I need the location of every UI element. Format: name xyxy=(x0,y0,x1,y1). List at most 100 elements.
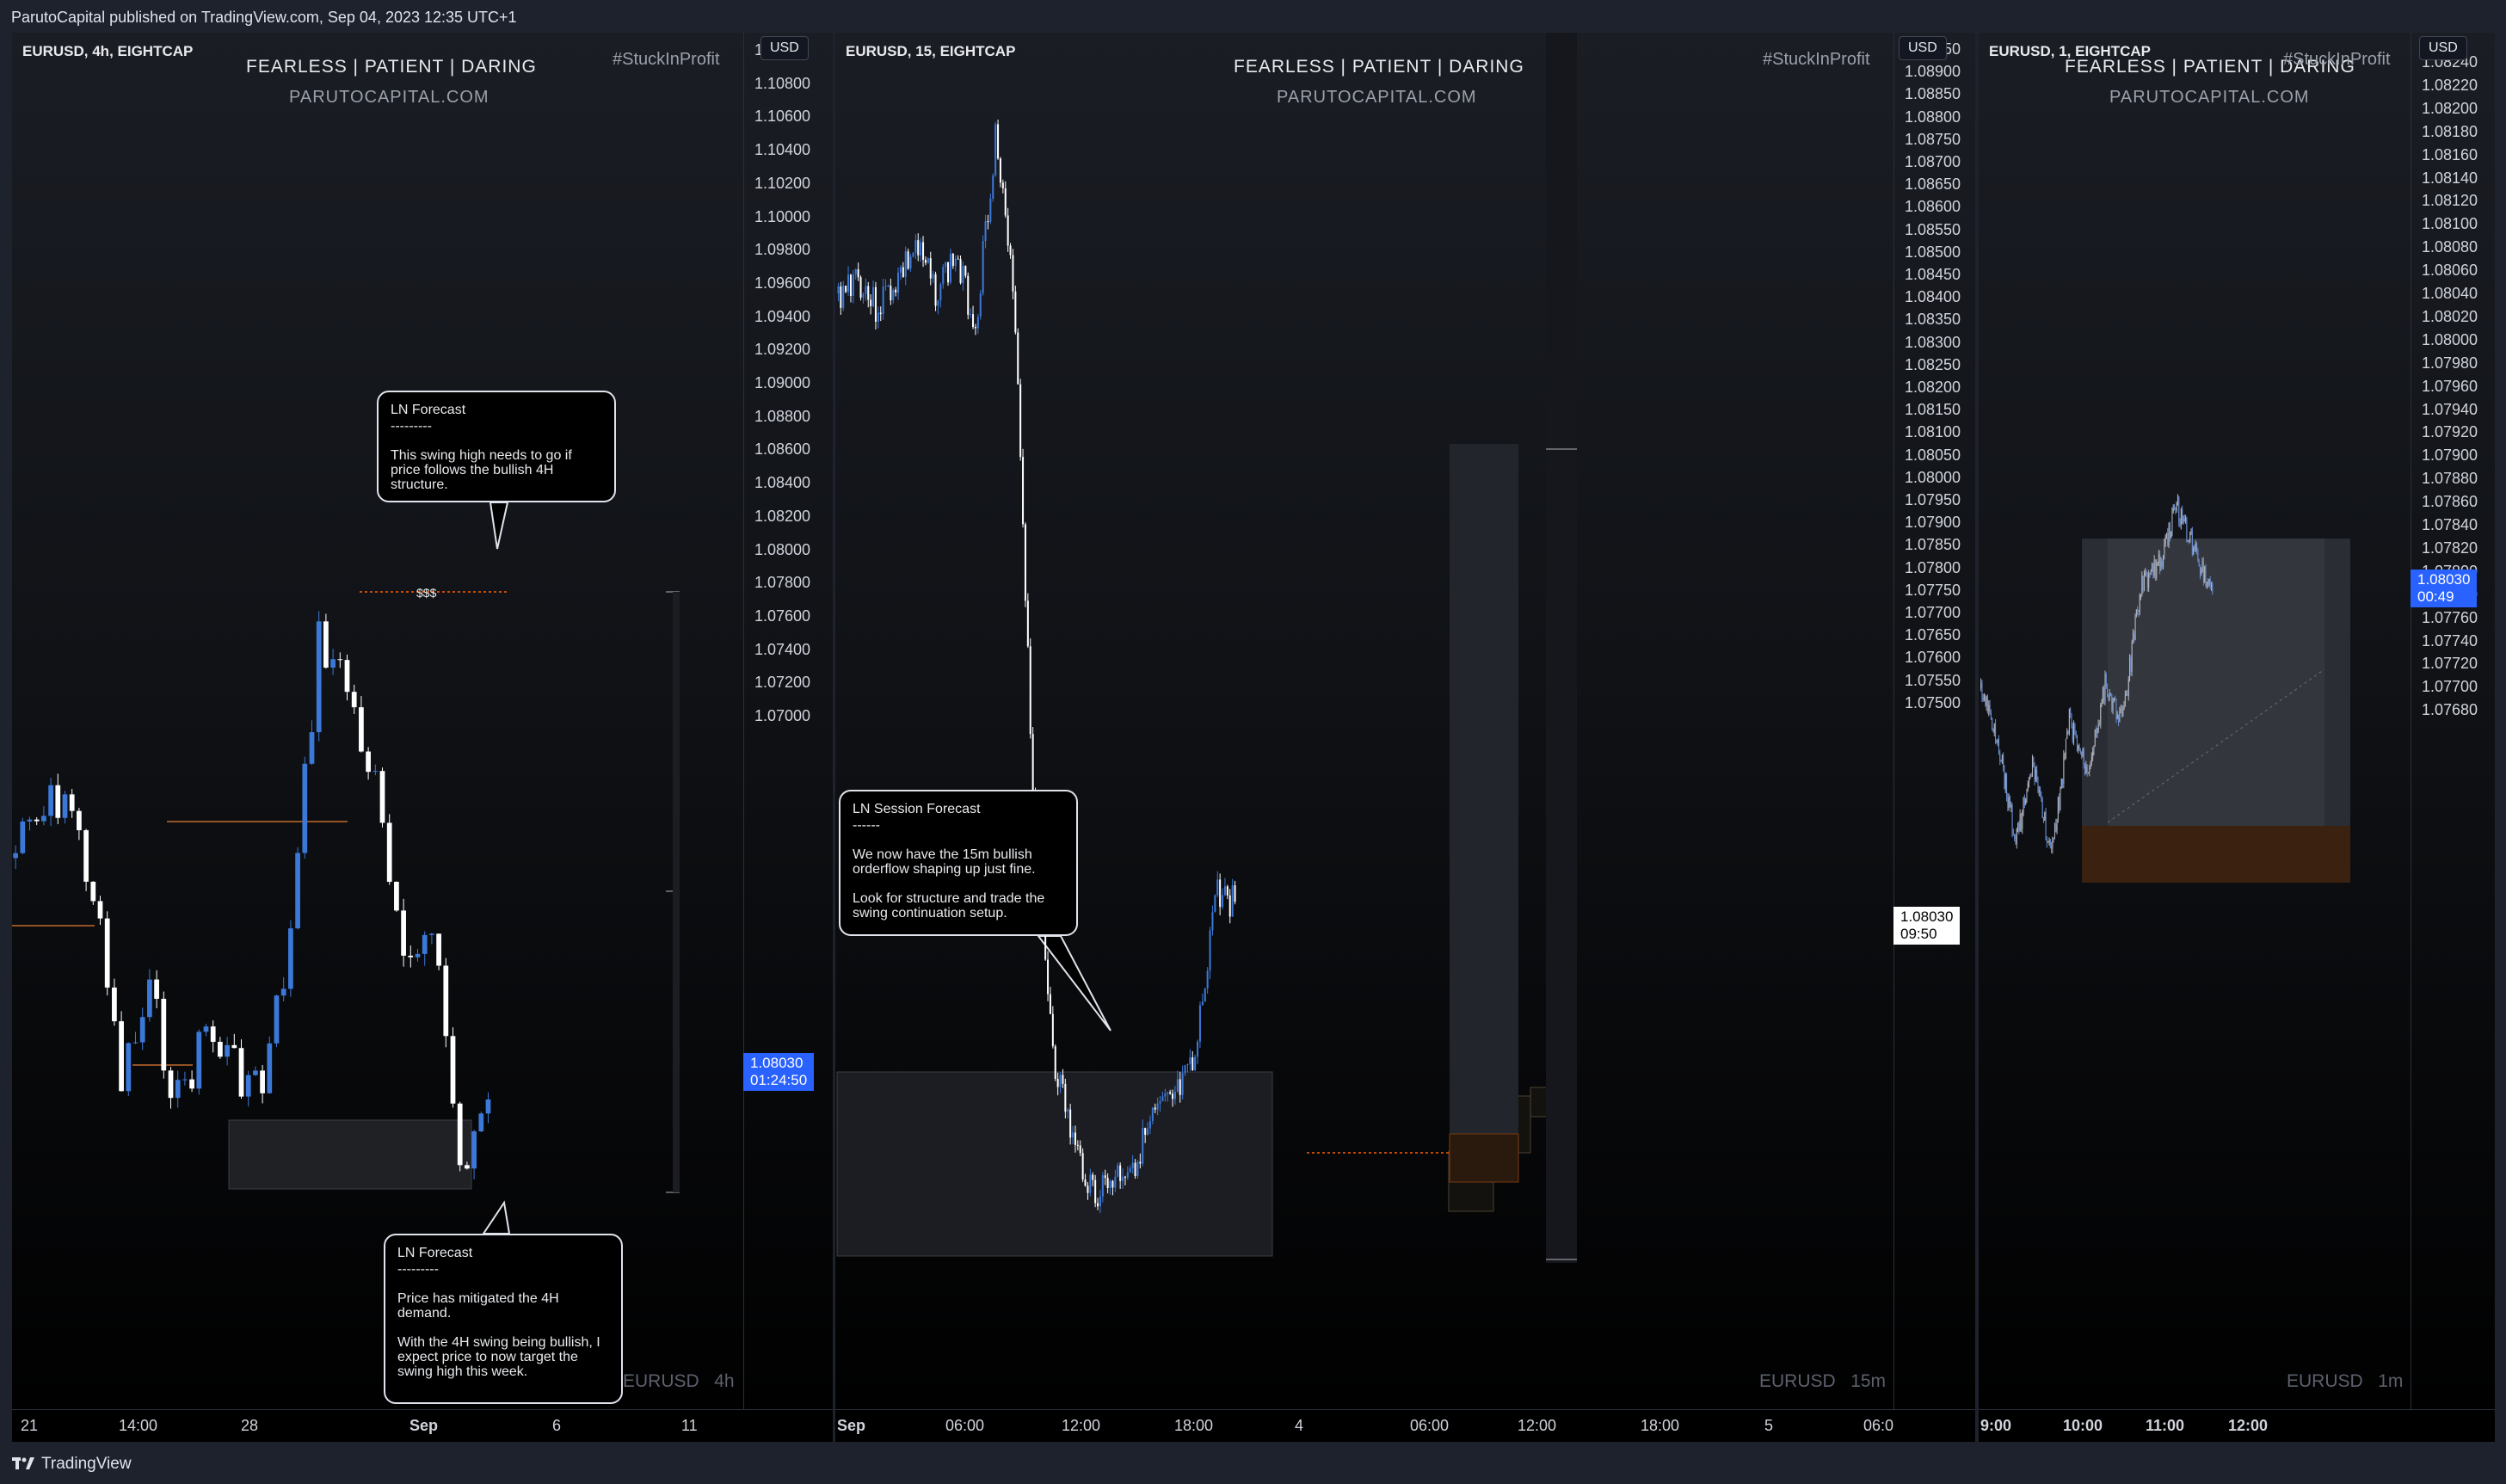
time-axis[interactable]: 9:00 10:00 11:00 12:00 xyxy=(1979,1409,2495,1442)
candle-body xyxy=(1069,1109,1072,1138)
candlestick-chart-4h[interactable]: $$$ xyxy=(12,33,833,1442)
candle-body xyxy=(2038,790,2040,792)
candle-body xyxy=(2207,582,2209,585)
candle-body xyxy=(1004,188,1007,216)
candle-body xyxy=(2178,496,2180,522)
candle-body xyxy=(2137,609,2139,611)
last-price: 1.08030 xyxy=(750,1055,804,1071)
candle-body xyxy=(2172,508,2174,511)
candle-body xyxy=(2093,745,2095,751)
price-axis-label: 1.08450 xyxy=(1905,266,1961,283)
candle-body xyxy=(316,621,322,733)
candle-body xyxy=(2041,798,2043,818)
time-axis[interactable]: 21 14:00 28 Sep 6 11 xyxy=(12,1409,833,1442)
candle-body xyxy=(899,267,902,273)
price-axis-label: 1.08000 xyxy=(1905,468,1961,486)
price-axis-label: 1.07740 xyxy=(2422,631,2478,650)
candle-body xyxy=(2116,715,2118,719)
price-axis-label: 1.07900 xyxy=(2422,446,2478,465)
price-axis-label: 1.09200 xyxy=(754,341,811,359)
price-axis-label: 1.08400 xyxy=(1905,288,1961,306)
candle-body xyxy=(2089,767,2090,773)
chart-panel-4h[interactable]: $$$ EURUSD, 4h, EIGHTCAP FEARLESS | PATI… xyxy=(12,33,833,1442)
price-axis-label: 1.07720 xyxy=(2422,655,2478,673)
callout-dashes: ------ xyxy=(853,818,880,833)
chart-title[interactable]: EURUSD, 4h, EIGHTCAP xyxy=(22,43,194,59)
time-axis-label: 06:00 xyxy=(945,1417,985,1434)
callout-session: LN Session Forecast ------ We now have t… xyxy=(839,790,1078,936)
currency-button[interactable]: USD xyxy=(2419,36,2467,60)
price-axis-label: 1.10400 xyxy=(754,141,811,159)
candle-body xyxy=(874,286,877,322)
candle-body xyxy=(852,274,854,296)
candle-body xyxy=(879,312,882,315)
candle-body xyxy=(2001,755,2003,761)
currency-button[interactable]: USD xyxy=(1899,36,1947,60)
price-axis-label: 1.08160 xyxy=(2422,145,2478,163)
candle-body xyxy=(154,979,159,1000)
candle-body xyxy=(1206,970,1209,988)
price-axis[interactable]: 1.089501.089001.088501.088001.087501.087… xyxy=(1893,33,1975,1409)
candle-body xyxy=(859,277,862,299)
candle-body xyxy=(41,816,46,822)
candle-body xyxy=(999,158,1001,183)
candle-body xyxy=(1031,734,1034,795)
candle-body xyxy=(2104,674,2106,701)
candlestick-chart-1m[interactable] xyxy=(1979,33,2495,1442)
price-axis-label: 1.07600 xyxy=(754,607,811,625)
price-axis-label: 1.07980 xyxy=(2422,354,2478,372)
range-shade xyxy=(1546,33,1577,1263)
candle-body xyxy=(2212,584,2214,592)
time-axis-label: 28 xyxy=(241,1417,259,1434)
time-axis-label: Sep xyxy=(409,1417,439,1434)
candle-body xyxy=(927,258,929,263)
chart-panel-1m[interactable]: EURUSD, 1, EIGHTCAP FEARLESS | PATIENT |… xyxy=(1979,33,2495,1442)
candle-body xyxy=(2052,838,2053,849)
price-axis[interactable]: 1.08240 1.08220 1.08200 1.08180 1.08160 1.081… xyxy=(2411,33,2495,1409)
candle-body xyxy=(1144,1128,1147,1136)
candle-body xyxy=(2026,789,2028,800)
price-axis-label: 1.08220 xyxy=(2422,76,2478,94)
candle-body xyxy=(2113,698,2115,701)
last-price-tag: 1.08030 09:50 xyxy=(1893,907,1961,945)
candle-body xyxy=(2012,833,2014,835)
candle-body xyxy=(2096,729,2097,734)
candle-body xyxy=(984,221,987,242)
candle-body xyxy=(1129,1167,1131,1173)
candle-body xyxy=(2164,536,2166,544)
candle-body xyxy=(877,312,879,322)
chart-panel-15m[interactable]: EURUSD, 15, EIGHTCAP FEARLESS | PATIENT … xyxy=(835,33,1975,1442)
candle-body xyxy=(2150,571,2152,575)
candle-body xyxy=(845,286,847,292)
candlestick-chart-15m[interactable] xyxy=(835,33,1975,1442)
tradingview-logo[interactable]: TradingView xyxy=(12,1455,132,1474)
price-axis[interactable]: 1.110001.108001.106001.104001.102001.100… xyxy=(743,33,833,1409)
candle-body xyxy=(2042,817,2044,822)
candle-body xyxy=(450,1036,456,1104)
candle-body xyxy=(979,293,982,317)
candle-body xyxy=(1067,1109,1069,1112)
callout-text: We now have the 15m bullish orderflow sh… xyxy=(853,847,1036,877)
candle-body xyxy=(337,659,343,661)
candle-body xyxy=(2070,709,2072,714)
candles-4h xyxy=(13,611,491,1179)
candle-body xyxy=(1159,1101,1161,1104)
candle-body xyxy=(2161,561,2163,567)
candle-body xyxy=(2177,496,2178,503)
currency-button[interactable]: USD xyxy=(760,36,809,60)
candle-body xyxy=(1026,600,1029,647)
candle-body xyxy=(415,953,421,958)
range-shade xyxy=(673,592,680,1192)
candle-body xyxy=(922,242,925,260)
candles-1m xyxy=(1980,494,2214,854)
candle-body xyxy=(1184,1065,1186,1074)
candle-body xyxy=(182,1079,188,1081)
candle-body xyxy=(2023,797,2025,804)
candle-body xyxy=(245,1075,251,1097)
time-axis[interactable]: Sep 06:00 12:00 18:00 4 06:00 12:00 18:00 5 06:0 xyxy=(835,1409,1975,1442)
candle-body xyxy=(2074,724,2076,731)
chart-title[interactable]: EURUSD, 1, EIGHTCAP xyxy=(1989,43,2151,59)
candle-body xyxy=(267,1043,273,1093)
chart-title[interactable]: EURUSD, 15, EIGHTCAP xyxy=(846,43,1016,59)
candle-body xyxy=(2082,749,2084,756)
